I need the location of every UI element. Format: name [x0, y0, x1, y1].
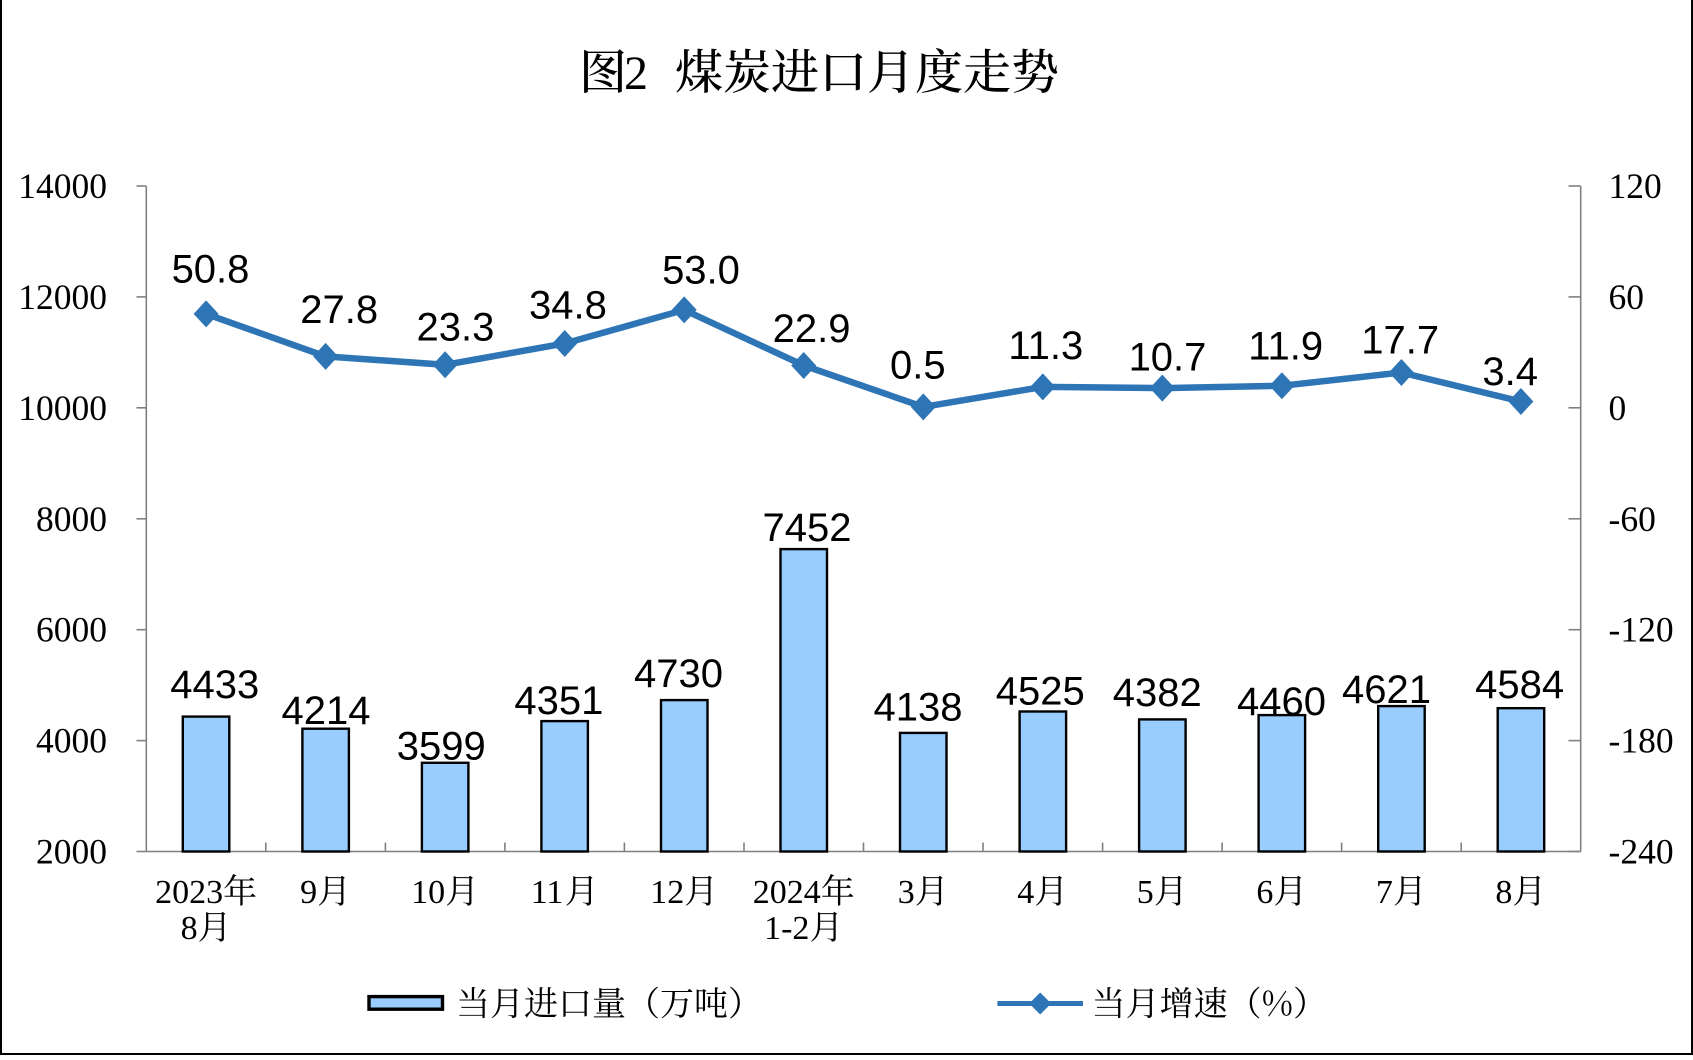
svg-text:11.9: 11.9 — [1248, 324, 1323, 368]
svg-text:23.3: 23.3 — [416, 306, 494, 350]
svg-text:11.3: 11.3 — [1008, 324, 1083, 368]
svg-text:12: 12 — [650, 874, 684, 911]
svg-text:-240: -240 — [1609, 832, 1674, 872]
svg-text:8000: 8000 — [36, 499, 107, 539]
svg-text:10000: 10000 — [18, 388, 107, 428]
svg-text:6: 6 — [1256, 874, 1273, 911]
svg-text:4621: 4621 — [1342, 668, 1431, 712]
svg-text:60: 60 — [1609, 277, 1645, 317]
svg-text:7452: 7452 — [763, 506, 852, 550]
svg-text:4433: 4433 — [170, 663, 259, 707]
svg-text:4525: 4525 — [996, 670, 1085, 714]
svg-text:-180: -180 — [1609, 721, 1674, 761]
svg-text:8: 8 — [181, 910, 198, 947]
svg-text:4460: 4460 — [1237, 680, 1326, 724]
svg-text:53.0: 53.0 — [662, 248, 740, 292]
svg-text:11: 11 — [531, 874, 564, 911]
svg-text:2024: 2024 — [753, 874, 821, 911]
svg-text:14000: 14000 — [18, 166, 107, 206]
svg-text:4000: 4000 — [36, 721, 107, 761]
svg-text:1-2: 1-2 — [764, 910, 809, 947]
svg-text:22.9: 22.9 — [773, 307, 851, 351]
svg-text:50.8: 50.8 — [172, 248, 250, 292]
svg-text:3: 3 — [898, 874, 915, 911]
svg-text:34.8: 34.8 — [529, 283, 607, 327]
svg-text:4: 4 — [1017, 874, 1034, 911]
svg-text:4730: 4730 — [634, 652, 723, 696]
svg-text:10: 10 — [411, 874, 445, 911]
svg-text:120: 120 — [1609, 166, 1662, 206]
svg-text:17.7: 17.7 — [1361, 319, 1439, 363]
svg-text:8: 8 — [1495, 874, 1512, 911]
svg-text:27.8: 27.8 — [300, 288, 378, 332]
svg-text:-120: -120 — [1609, 610, 1674, 650]
svg-text:2023: 2023 — [155, 874, 223, 911]
svg-text:9: 9 — [300, 874, 317, 911]
svg-text:4138: 4138 — [874, 686, 963, 730]
svg-text:12000: 12000 — [18, 277, 107, 317]
svg-text:4382: 4382 — [1113, 671, 1202, 715]
svg-text:6000: 6000 — [36, 610, 107, 650]
svg-text:7: 7 — [1376, 874, 1393, 911]
svg-text:2000: 2000 — [36, 832, 107, 872]
svg-text:10.7: 10.7 — [1129, 335, 1207, 379]
svg-text:2: 2 — [624, 47, 648, 100]
svg-text:4214: 4214 — [282, 689, 371, 733]
svg-text:-60: -60 — [1609, 499, 1656, 539]
svg-text:5: 5 — [1137, 874, 1154, 911]
svg-text:0: 0 — [1609, 388, 1627, 428]
svg-text:4584: 4584 — [1475, 663, 1564, 707]
svg-text:3599: 3599 — [397, 724, 486, 768]
svg-text:0.5: 0.5 — [890, 343, 946, 387]
svg-text:4351: 4351 — [514, 679, 603, 723]
svg-text:3.4: 3.4 — [1482, 350, 1538, 394]
